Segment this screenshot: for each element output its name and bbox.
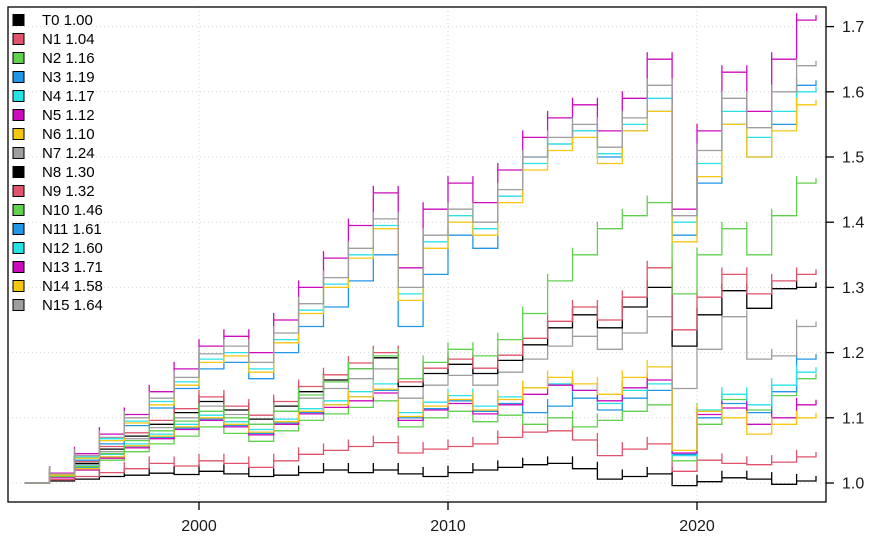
series-T0-line bbox=[24, 456, 817, 487]
y-tick-label: 1.4 bbox=[842, 215, 864, 232]
plot-border bbox=[7, 6, 827, 503]
legend-swatch-N5 bbox=[12, 109, 25, 121]
y-tick-label: 1.6 bbox=[842, 84, 864, 101]
y-tick-label: 1.5 bbox=[842, 150, 864, 167]
legend-swatch-N11 bbox=[12, 223, 25, 235]
legend-label-N10: N10 1.46 bbox=[42, 202, 103, 219]
legend-swatch-N3 bbox=[12, 71, 25, 83]
y-tick-label: 1.0 bbox=[842, 476, 864, 493]
series-N10-line bbox=[24, 176, 817, 484]
legend-label-N11: N11 1.61 bbox=[42, 221, 102, 238]
legend-swatch-N8 bbox=[12, 166, 25, 178]
y-tick-label: 1.2 bbox=[842, 345, 864, 362]
legend-label-N13: N13 1.71 bbox=[42, 259, 103, 276]
x-tick-label: 2000 bbox=[181, 518, 217, 535]
legend-swatch-N10 bbox=[12, 204, 25, 216]
legend-swatch-N14 bbox=[12, 280, 25, 292]
legend-label-N1: N1 1.04 bbox=[42, 31, 95, 48]
legend-label-N9: N9 1.32 bbox=[42, 183, 95, 200]
legend-swatch-N13 bbox=[12, 261, 25, 273]
legend-swatch-N15 bbox=[12, 299, 25, 311]
legend-swatch-N1 bbox=[12, 33, 25, 45]
x-tick-label: 2020 bbox=[679, 518, 715, 535]
series-N15-line bbox=[24, 58, 817, 484]
axis-layer: 1.0 1.1 1.2 1.3 1.4 1.5 1.6 1.7 2000 2010 2020 bbox=[181, 19, 864, 535]
legend-label-N3: N3 1.19 bbox=[42, 69, 95, 86]
legend-label-N2: N2 1.16 bbox=[42, 50, 95, 67]
legend-swatch-N9 bbox=[12, 185, 25, 197]
legend-label-N12: N12 1.60 bbox=[42, 240, 103, 257]
legend-swatch-N2 bbox=[12, 52, 25, 64]
legend-swatch-N7 bbox=[12, 147, 25, 159]
legend-label-N7: N7 1.24 bbox=[42, 145, 95, 162]
series-layer bbox=[24, 13, 817, 487]
legend-label-T0: T0 1.00 bbox=[42, 12, 93, 29]
y-tick-label: 1.7 bbox=[842, 19, 864, 36]
legend-label-N5: N5 1.12 bbox=[42, 107, 95, 124]
y-tick-label: 1.1 bbox=[842, 410, 864, 427]
legend-swatch-N6 bbox=[12, 128, 25, 140]
y-tick-label: 1.3 bbox=[842, 280, 864, 297]
x-tick-label: 2010 bbox=[430, 518, 466, 535]
legend-label-N14: N14 1.58 bbox=[42, 278, 103, 295]
legend-label-N6: N6 1.10 bbox=[42, 126, 95, 143]
legend-swatch-N4 bbox=[12, 90, 25, 102]
series-N6-line bbox=[24, 359, 817, 484]
legend: T0 1.00 N1 1.04 N2 1.16 N3 1.19 N4 1.17 N5 1.… bbox=[12, 12, 103, 314]
legend-label-N15: N15 1.64 bbox=[42, 297, 103, 314]
legend-label-N4: N4 1.17 bbox=[42, 88, 95, 105]
legend-swatch-N12 bbox=[12, 242, 25, 254]
legend-label-N8: N8 1.30 bbox=[42, 164, 95, 181]
legend-swatch-T0 bbox=[12, 14, 25, 26]
